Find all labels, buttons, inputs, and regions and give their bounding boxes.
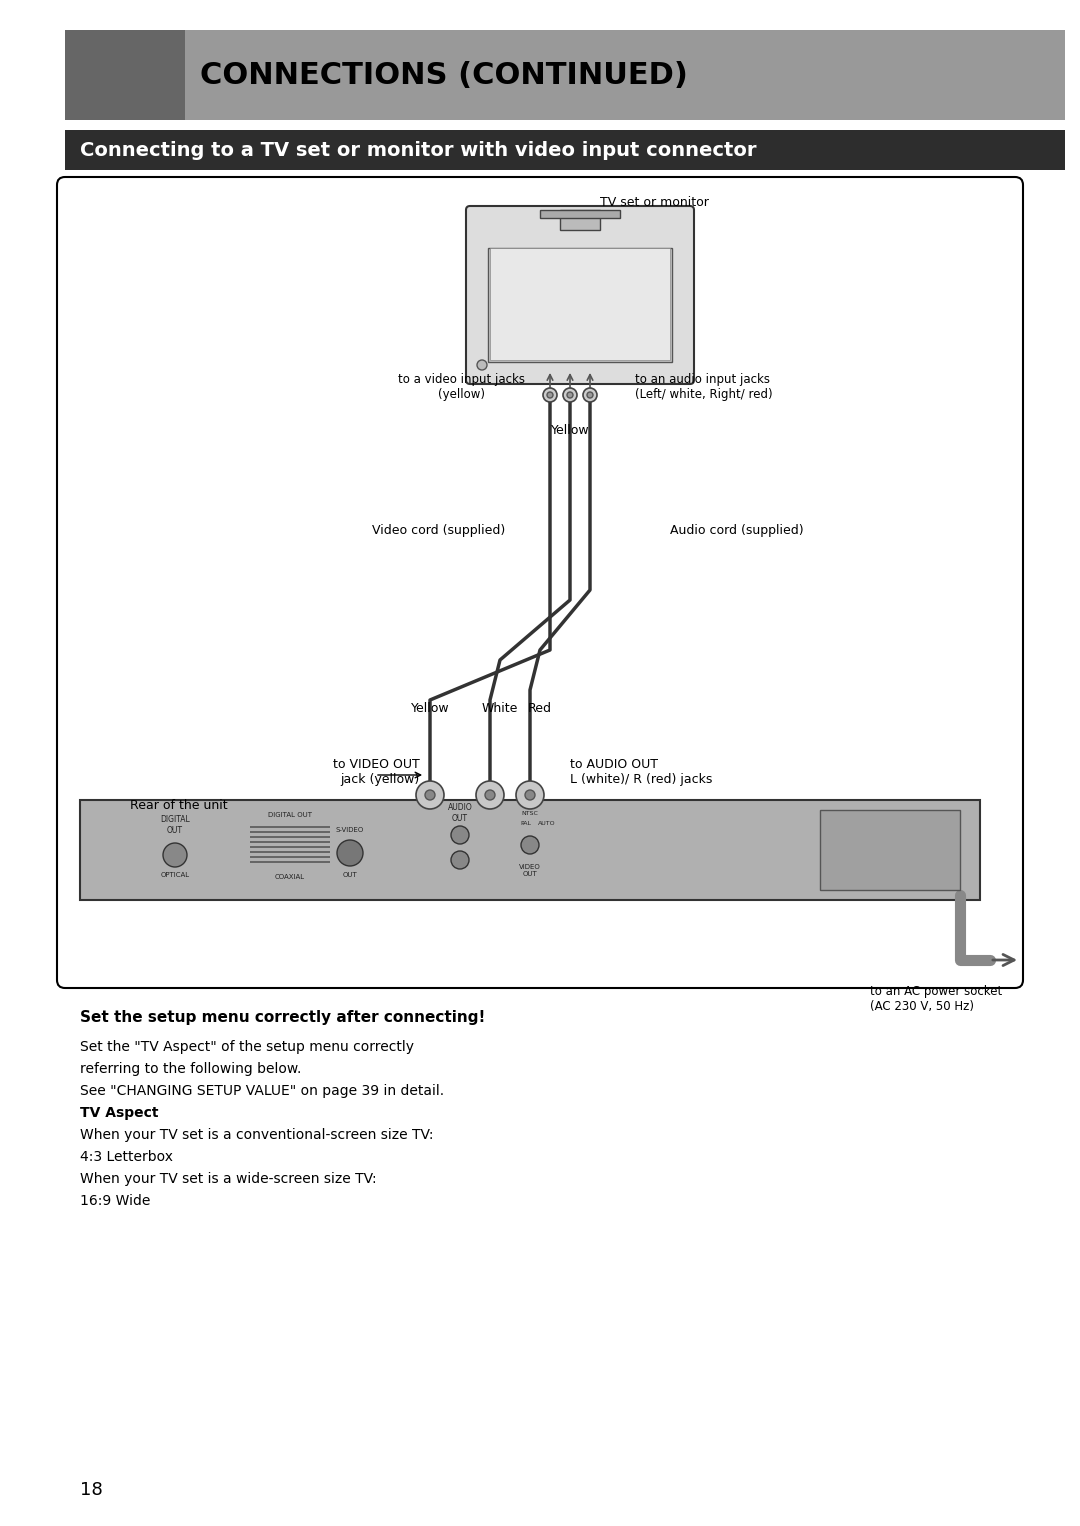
Circle shape	[485, 790, 495, 800]
Circle shape	[416, 781, 444, 809]
Text: Audio cord (supplied): Audio cord (supplied)	[670, 523, 804, 537]
Text: TV set or monitor: TV set or monitor	[600, 195, 708, 209]
Bar	[249, 836, 330, 838]
Text: 18: 18	[80, 1482, 103, 1499]
Bar	[65, 31, 185, 121]
Bar	[488, 249, 672, 362]
Bar	[65, 31, 1065, 121]
Text: S-VIDEO: S-VIDEO	[336, 827, 364, 833]
Text: Connecting to a TV set or monitor with video input connector: Connecting to a TV set or monitor with v…	[80, 140, 756, 160]
Text: to an AC power socket
(AC 230 V, 50 Hz): to an AC power socket (AC 230 V, 50 Hz)	[870, 984, 1002, 1013]
Text: TV Aspect: TV Aspect	[80, 1106, 159, 1120]
Text: AUTO: AUTO	[538, 821, 555, 826]
Text: NTSC: NTSC	[522, 810, 539, 815]
Circle shape	[337, 839, 363, 865]
Circle shape	[546, 392, 553, 398]
Circle shape	[426, 790, 435, 800]
Text: VIDEO
OUT: VIDEO OUT	[519, 864, 541, 876]
Circle shape	[477, 360, 487, 369]
Bar	[490, 249, 670, 360]
Circle shape	[516, 781, 544, 809]
Bar	[249, 841, 330, 842]
Text: DIGITAL
OUT: DIGITAL OUT	[160, 815, 190, 835]
FancyBboxPatch shape	[57, 177, 1023, 987]
Text: AUDIO
OUT: AUDIO OUT	[447, 803, 472, 823]
Text: 4:3 Letterbox: 4:3 Letterbox	[80, 1151, 173, 1164]
Text: When your TV set is a conventional-screen size TV:: When your TV set is a conventional-scree…	[80, 1128, 433, 1141]
Text: CONNECTIONS (CONTINUED): CONNECTIONS (CONTINUED)	[200, 61, 688, 90]
Text: to AUDIO OUT
L (white)/ R (red) jacks: to AUDIO OUT L (white)/ R (red) jacks	[570, 758, 713, 786]
Text: Yellow: Yellow	[410, 702, 449, 716]
Text: Set the "TV Aspect" of the setup menu correctly: Set the "TV Aspect" of the setup menu co…	[80, 1041, 414, 1054]
Circle shape	[163, 842, 187, 867]
FancyBboxPatch shape	[465, 206, 694, 385]
Bar	[249, 832, 330, 833]
Circle shape	[567, 392, 573, 398]
Text: When your TV set is a wide-screen size TV:: When your TV set is a wide-screen size T…	[80, 1172, 377, 1186]
Text: DIGITAL OUT: DIGITAL OUT	[268, 812, 312, 818]
Text: to VIDEO OUT
jack (yellow): to VIDEO OUT jack (yellow)	[334, 758, 420, 786]
Text: Video cord (supplied): Video cord (supplied)	[372, 523, 505, 537]
Circle shape	[451, 852, 469, 868]
Text: COAXIAL: COAXIAL	[275, 874, 305, 881]
Text: Yellow: Yellow	[551, 424, 590, 436]
Circle shape	[563, 388, 577, 401]
Bar	[540, 211, 620, 218]
Bar	[249, 826, 330, 829]
Circle shape	[588, 392, 593, 398]
Text: to an audio input jacks
(Left/ white, Right/ red): to an audio input jacks (Left/ white, Ri…	[635, 372, 772, 401]
Bar	[80, 800, 980, 900]
Text: Red: Red	[528, 702, 552, 716]
Circle shape	[583, 388, 597, 401]
Bar	[249, 845, 330, 848]
Text: See "CHANGING SETUP VALUE" on page 39 in detail.: See "CHANGING SETUP VALUE" on page 39 in…	[80, 1083, 444, 1099]
Text: referring to the following below.: referring to the following below.	[80, 1062, 301, 1076]
Circle shape	[543, 388, 557, 401]
Bar	[249, 856, 330, 858]
Text: Set the setup menu correctly after connecting!: Set the setup menu correctly after conne…	[80, 1010, 485, 1025]
Circle shape	[476, 781, 504, 809]
Bar	[65, 130, 1065, 169]
Text: OUT: OUT	[342, 871, 357, 877]
Circle shape	[521, 836, 539, 855]
Bar	[249, 852, 330, 853]
Text: to a video input jacks
(yellow): to a video input jacks (yellow)	[399, 372, 525, 401]
Text: Rear of the unit: Rear of the unit	[130, 798, 228, 812]
Bar	[249, 861, 330, 864]
Bar	[820, 810, 960, 890]
Circle shape	[451, 826, 469, 844]
Circle shape	[525, 790, 535, 800]
Text: OPTICAL: OPTICAL	[161, 871, 190, 877]
Text: 16:9 Wide: 16:9 Wide	[80, 1193, 150, 1209]
Text: White: White	[482, 702, 518, 716]
Bar	[561, 211, 600, 230]
Text: PAL: PAL	[519, 821, 531, 826]
